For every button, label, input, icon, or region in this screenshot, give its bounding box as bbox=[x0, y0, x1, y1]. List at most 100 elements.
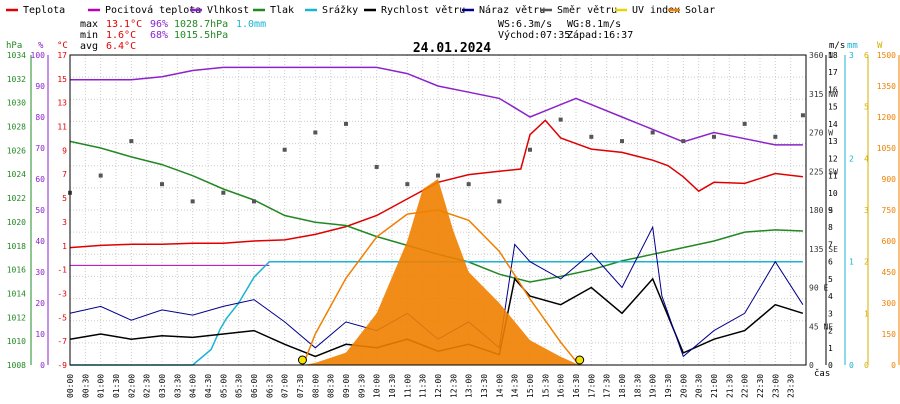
w-axis-tick: 600 bbox=[882, 237, 897, 246]
hpa-axis-tick: 1020 bbox=[7, 218, 26, 227]
degc-axis-tick: -3 bbox=[57, 289, 67, 298]
uv-axis-tick: 4 bbox=[864, 154, 869, 163]
time-tick: 20:00 bbox=[679, 374, 688, 398]
time-tick: 10:30 bbox=[388, 374, 397, 398]
legend-label: Vlhkost bbox=[207, 5, 249, 16]
ms-axis-tick: 9 bbox=[828, 206, 833, 215]
degc-axis-tick: 1 bbox=[62, 242, 67, 251]
legend-label: Srážky bbox=[322, 4, 358, 16]
uv-axis-tick: 2 bbox=[864, 258, 869, 267]
time-tick: 01:00 bbox=[97, 374, 106, 398]
stats-max-rain: 1.0mm bbox=[236, 19, 266, 30]
series-wind-direction-point bbox=[190, 199, 195, 204]
time-tick: 02:30 bbox=[143, 374, 152, 398]
ms-axis-tick: 7 bbox=[828, 240, 833, 249]
unit-mm: mm bbox=[847, 41, 858, 51]
degc-axis-tick: 3 bbox=[62, 218, 67, 227]
plot-frame bbox=[69, 54, 807, 366]
hpa-axis-tick: 1022 bbox=[7, 194, 26, 203]
ms-axis-tick: 12 bbox=[828, 154, 838, 163]
mm-axis-tick: 1 bbox=[849, 258, 854, 267]
hpa-axis-tick: 1030 bbox=[7, 99, 26, 108]
stats-sunset: Západ:16:37 bbox=[567, 29, 633, 41]
series-line bbox=[70, 260, 803, 366]
unit-hpa: hPa bbox=[6, 41, 22, 51]
time-tick: 13:30 bbox=[480, 374, 489, 398]
degc-axis-tick: 17 bbox=[57, 51, 67, 60]
time-tick: 16:30 bbox=[572, 374, 581, 398]
series-line bbox=[69, 119, 803, 249]
series-wind-direction-point bbox=[497, 199, 502, 204]
ms-axis-tick: 6 bbox=[828, 258, 833, 267]
ms-axis-tick: 11 bbox=[828, 172, 838, 181]
time-tick: 03:30 bbox=[173, 374, 182, 398]
pct-axis-tick: 50 bbox=[35, 206, 45, 215]
hpa-axis-tick: 1028 bbox=[7, 123, 26, 132]
stats-avg-temp: 6.4°C bbox=[106, 41, 136, 52]
time-tick: 14:30 bbox=[511, 374, 520, 398]
time-tick: 18:30 bbox=[633, 374, 642, 398]
stats-max-press: 1028.7hPa bbox=[174, 19, 228, 30]
ms-axis-tick: 8 bbox=[828, 223, 833, 232]
time-tick: 09:30 bbox=[357, 374, 366, 398]
time-tick: 21:00 bbox=[710, 374, 719, 398]
unit-ms: m/s bbox=[829, 41, 845, 51]
series-wind-direction-point bbox=[436, 173, 440, 178]
series-wind-direction-point bbox=[252, 199, 256, 204]
time-tick: 17:00 bbox=[587, 374, 596, 398]
time-tick: 11:30 bbox=[419, 374, 428, 398]
mm-axis-tick: 3 bbox=[849, 51, 854, 60]
hpa-axis-tick: 1008 bbox=[7, 361, 26, 370]
time-tick: 00:30 bbox=[81, 374, 90, 398]
time-tick: 17:30 bbox=[603, 374, 612, 398]
stats-avg-label: avg bbox=[80, 41, 98, 52]
degc-axis-tick: -5 bbox=[57, 313, 67, 322]
time-tick: 18:00 bbox=[618, 374, 627, 398]
hpa-axis-tick: 1034 bbox=[7, 51, 26, 60]
stats-min-temp: 1.6°C bbox=[106, 30, 136, 41]
ms-axis-tick: 15 bbox=[828, 103, 838, 112]
stats-min-press: 1015.5hPa bbox=[174, 30, 228, 41]
time-tick: 22:30 bbox=[756, 374, 765, 398]
degc-axis-tick: 5 bbox=[62, 194, 67, 203]
time-tick: 04:30 bbox=[204, 374, 213, 398]
time-tick: 05:00 bbox=[219, 374, 228, 398]
unit-pct: % bbox=[38, 41, 44, 51]
time-tick: 15:30 bbox=[541, 374, 550, 398]
degc-axis-tick: 9 bbox=[62, 146, 67, 155]
degc-axis-tick: 11 bbox=[57, 123, 67, 132]
time-tick: 23:00 bbox=[771, 374, 780, 398]
time-tick: 11:00 bbox=[403, 374, 412, 398]
legend-label: UV index bbox=[632, 5, 680, 16]
series-wind-direction-point bbox=[313, 130, 318, 135]
stats-panel: max 13.1°C 96% 1028.7hPa 1.0mm min 1.6°C… bbox=[80, 19, 633, 52]
pct-axis-tick: 70 bbox=[35, 144, 45, 153]
ms-axis-tick: 10 bbox=[828, 189, 838, 198]
ms-axis-tick: 0 bbox=[828, 361, 833, 370]
series-solar-area bbox=[303, 179, 580, 365]
series-wind-direction-point bbox=[344, 121, 348, 126]
w-axis-tick: 1200 bbox=[877, 113, 896, 122]
series-wind-direction-point bbox=[589, 134, 594, 139]
series-wind-direction-point bbox=[650, 130, 655, 135]
pct-axis-tick: 100 bbox=[31, 51, 46, 60]
stats-ws: WS:6.3m/s bbox=[498, 19, 552, 30]
time-tick: 22:00 bbox=[741, 374, 750, 398]
time-tick: 14:00 bbox=[495, 374, 504, 398]
degc-axis-tick: -7 bbox=[57, 337, 67, 346]
stats-min-label: min bbox=[80, 30, 98, 41]
time-tick: 19:30 bbox=[664, 374, 673, 398]
w-axis-tick: 750 bbox=[882, 206, 897, 215]
dir-axis-tick: 135 SE bbox=[809, 245, 838, 254]
hpa-axis-tick: 1010 bbox=[7, 337, 26, 346]
ms-axis-tick: 5 bbox=[828, 275, 833, 284]
hpa-axis-tick: 1024 bbox=[7, 170, 26, 179]
hpa-axis-tick: 1032 bbox=[7, 75, 26, 84]
legend-label: Rychlost větru bbox=[381, 4, 465, 16]
series-wind-direction-point bbox=[742, 121, 747, 126]
w-axis-tick: 150 bbox=[882, 330, 897, 339]
series-layer bbox=[68, 66, 805, 366]
series-wind-direction-point bbox=[405, 182, 410, 187]
ms-axis-tick: 14 bbox=[828, 120, 838, 129]
ms-axis-tick: 2 bbox=[828, 327, 833, 336]
